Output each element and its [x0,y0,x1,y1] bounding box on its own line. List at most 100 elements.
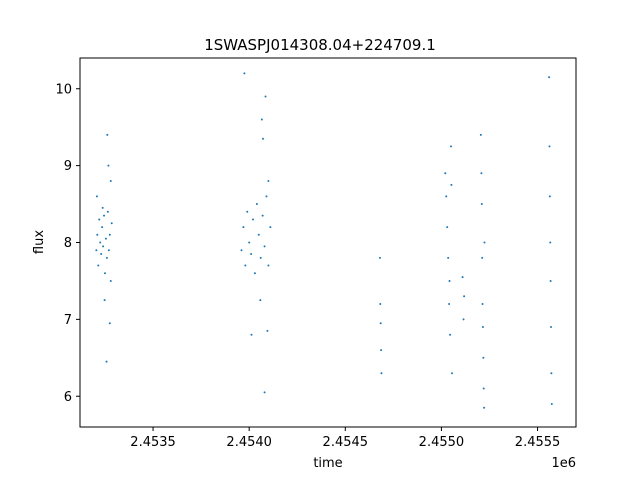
data-point [103,272,106,275]
data-point [550,326,553,329]
data-point [446,226,449,229]
data-point [451,372,453,375]
data-point [109,180,112,182]
data-point [255,203,258,206]
data-point [109,279,112,282]
data-point [252,218,255,221]
data-point [246,210,249,213]
y-tick-label: 9 [64,159,72,174]
data-point [380,372,383,375]
data-point [550,372,553,375]
data-point [548,195,551,198]
plot-area-frame [79,57,577,428]
y-tick-label: 7 [64,313,72,328]
data-point [108,322,111,325]
data-point [253,272,256,275]
data-point [107,249,110,252]
data-point [462,318,465,321]
data-point [107,164,110,167]
data-point [548,76,551,79]
y-axis-label: flux [32,230,47,254]
x-tick-label: 2.4540 [226,435,272,450]
data-point [264,95,267,98]
data-point [481,256,484,259]
data-point [105,360,108,363]
data-point [96,233,99,236]
x-tick-label: 2.4545 [323,435,369,450]
data-point [257,233,260,236]
data-point [261,214,264,217]
data-point [240,249,243,252]
data-point [549,241,552,244]
data-point [380,349,383,352]
data-point [480,172,483,175]
data-point [262,137,265,140]
data-point [265,195,268,198]
data-point [102,245,105,248]
data-point [479,133,482,136]
data-point [379,322,382,325]
data-point [95,249,98,252]
data-point [266,329,269,332]
data-point [99,241,102,244]
data-point [549,279,552,282]
y-tick-label: 6 [64,390,72,405]
data-point [445,195,448,198]
data-point [483,406,486,409]
x-axis-offset-label: 1e6 [551,456,576,471]
data-point [260,118,263,121]
data-point [550,402,553,405]
x-tick-label: 2.4550 [419,435,465,450]
data-point [103,299,106,302]
y-tick-label: 8 [64,236,72,251]
data-point [97,264,100,267]
data-point [463,295,466,298]
data-point [98,218,101,221]
data-point [378,256,381,259]
data-point [267,180,270,182]
data-point [244,264,247,267]
data-point [548,145,551,148]
data-point [108,233,111,236]
data-point [104,237,107,240]
data-point [105,256,108,259]
data-point [250,333,253,336]
data-point [481,326,484,329]
data-point [480,203,483,206]
data-point [450,183,453,186]
data-point [482,387,485,390]
x-tick-label: 2.4555 [515,435,561,450]
data-point [482,356,485,359]
data-point [101,226,104,229]
data-point [447,256,450,259]
chart-title: 1SWASPJ014308.04+224709.1 [204,36,436,54]
data-point [110,222,113,225]
data-point [448,279,451,282]
data-point [448,303,451,305]
data-point [267,264,270,267]
data-point [379,303,382,305]
x-axis-ticks: 2.4535 2.4540 2.4545 2.4550 2.4555 [130,427,560,450]
data-point [263,245,266,248]
data-point [263,391,266,394]
data-point [259,299,262,302]
data-point [481,303,484,305]
y-axis-ticks: 6 7 8 9 10 [55,82,80,405]
data-point [250,253,253,256]
data-point [103,214,106,217]
x-tick-label: 2.4535 [130,435,176,450]
data-points-group [95,72,553,409]
data-point [269,226,272,229]
data-point [242,226,245,229]
data-point [450,145,453,148]
x-axis-label: time [313,456,342,471]
data-point [100,253,103,256]
data-point [101,206,104,209]
data-point [259,256,262,259]
data-point [106,210,109,213]
data-point [243,72,246,75]
data-point [449,333,452,336]
data-point [95,195,98,198]
data-point [248,241,251,244]
